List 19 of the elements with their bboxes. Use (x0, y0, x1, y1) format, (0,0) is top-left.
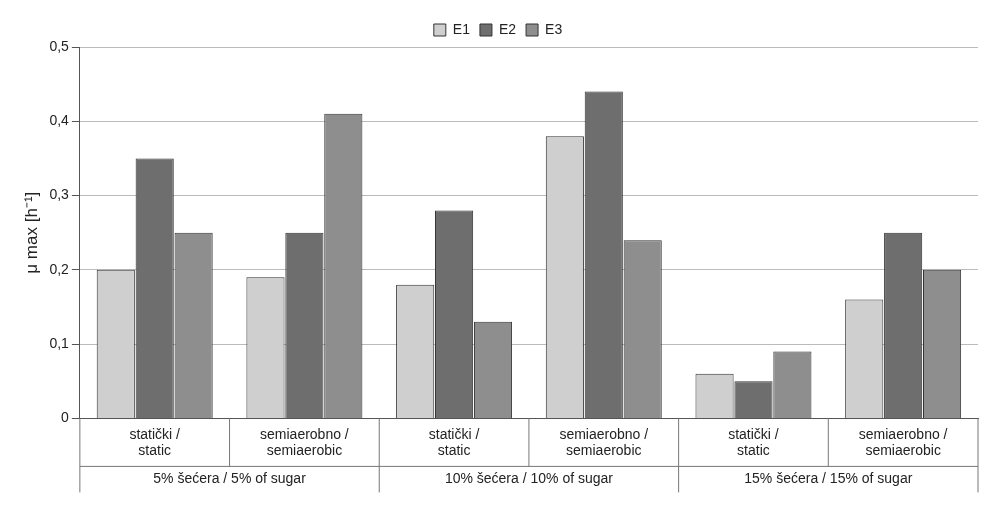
text: 5% šećera / 5% of sugar (153, 470, 307, 487)
legend-label: E1 (452, 20, 471, 37)
x-tick-label: statički / static (129, 425, 181, 459)
x-tick-label: semiaerobno / semiaerobic (559, 425, 649, 459)
y-tick-label: 0,4 (49, 112, 70, 129)
y-tick-label: 0,1 (49, 334, 70, 351)
y-tick-label: 0,3 (49, 186, 70, 203)
x-tick-label: semiaerobno / semiaerobic (260, 425, 349, 459)
legend-label: E2 (498, 20, 517, 37)
text: 10% šećera / 10% of sugar (444, 470, 614, 487)
legend-label: E3 (545, 20, 563, 37)
x-tick-label: statički / static (428, 425, 480, 459)
y-tick-label: 0,2 (49, 260, 70, 277)
x-tick-label: semiaerobno / semiaerobic (858, 425, 948, 459)
y-tick-label: 0 (61, 409, 70, 426)
x-tick-label: statički / static (728, 425, 779, 459)
y-tick-label: 0,5 (49, 37, 70, 54)
text: 15% šećera / 15% of sugar (744, 470, 913, 487)
y-axis-title: μ max [h⁻¹] (21, 191, 41, 274)
